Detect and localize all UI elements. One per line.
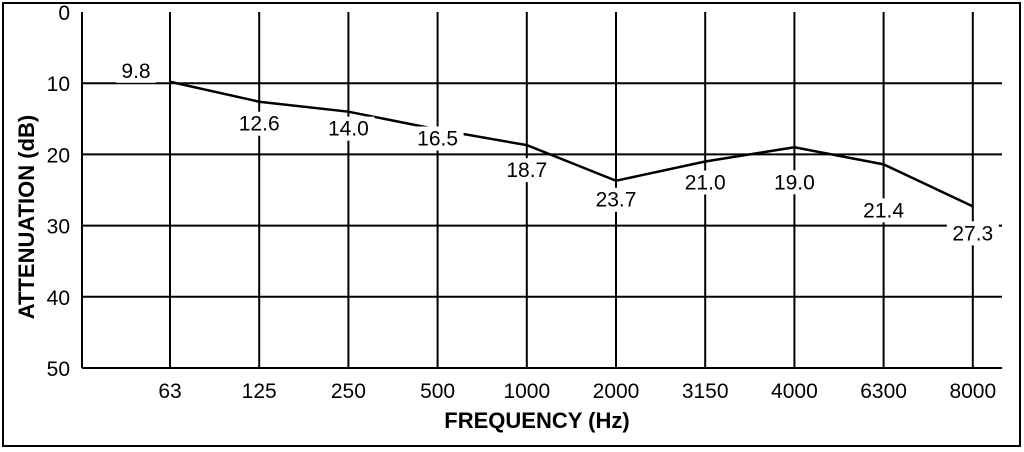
y-axis-title: ATTENUATION (dB)	[14, 115, 39, 319]
x-tick-label: 3150	[682, 380, 729, 403]
chart-border	[2, 2, 1021, 447]
data-label: 19.0	[774, 171, 815, 194]
tick-labels: 0 10 20 30 40 50 63 125 250 500 1000 2000 3150 4000 63…	[47, 2, 997, 403]
data-label: 12.6	[239, 113, 280, 136]
data-labels: 9.8 12.6 14.0 16.5 18.7 23.7 21.0 19.0 21.4 27.3	[115, 58, 999, 246]
data-label-bg	[411, 126, 464, 151]
x-tick-label: 4000	[771, 380, 818, 403]
y-tick-label: 40	[47, 287, 70, 310]
data-label: 27.3	[952, 222, 993, 245]
data-label: 16.5	[417, 127, 458, 150]
data-label: 9.8	[121, 60, 150, 83]
series-line	[169, 80, 974, 208]
data-label-bg	[946, 221, 999, 246]
axes	[81, 12, 1002, 369]
data-label-bg	[590, 187, 642, 212]
data-label: 14.0	[328, 118, 369, 141]
x-axis-title: FREQUENCY (Hz)	[444, 408, 629, 433]
data-label-bg	[115, 58, 157, 83]
data-label-bg	[857, 198, 910, 223]
data-label: 23.7	[596, 189, 637, 212]
data-label: 18.7	[506, 159, 547, 182]
attenuation-line	[169, 80, 974, 208]
data-label-bg	[500, 158, 553, 183]
data-label: 21.4	[863, 199, 904, 222]
x-tick-label: 63	[158, 380, 181, 403]
grid-lines	[82, 12, 1002, 368]
x-tick-label: 6300	[860, 380, 907, 403]
y-tick-label: 30	[47, 216, 70, 239]
x-tick-label: 500	[420, 380, 455, 403]
x-tick-label: 125	[242, 380, 277, 403]
x-tick-label: 1000	[503, 380, 550, 403]
data-label-bg	[322, 116, 375, 141]
x-tick-label: 2000	[593, 380, 640, 403]
data-label-bg	[768, 170, 821, 195]
data-label: 21.0	[685, 172, 726, 195]
data-label-bg	[679, 170, 732, 195]
data-label-bg	[233, 111, 286, 136]
y-tick-label: 10	[47, 73, 70, 96]
x-tick-label: 8000	[949, 380, 996, 403]
x-tick-label: 250	[331, 380, 366, 403]
y-tick-label: 20	[47, 144, 70, 167]
y-tick-label: 50	[47, 358, 70, 381]
y-tick-label: 0	[58, 2, 70, 25]
